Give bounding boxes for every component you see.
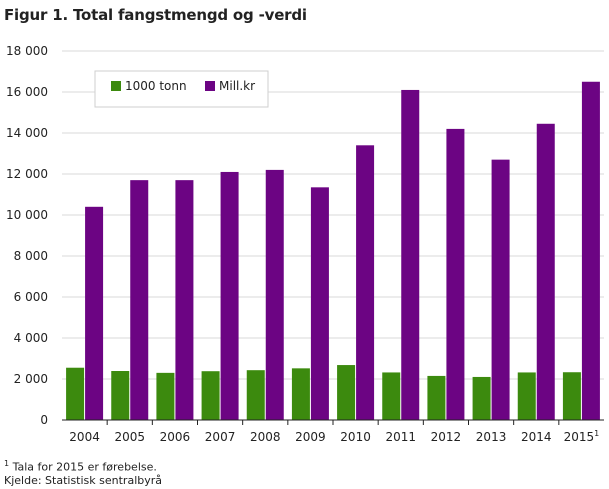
bar-1000-tonn-2009 [291,368,310,420]
bar-mill-kr-2012 [446,128,465,420]
legend-swatch-1000-tonn [111,81,121,91]
x-tick-label-2012: 2012 [431,430,462,444]
x-axis-ticks: 2004 2005 2006 2007 2008 2009 2010 2011 2012 2013… [69,420,599,444]
y-tick-label: 12 000 [6,167,48,181]
footnote-preliminary: 1 Tala for 2015 er førebelse. [4,459,157,474]
bar-mill-kr-2006 [175,180,194,420]
bar-mill-kr-2004 [85,206,104,420]
footnote-source: Kjelde: Statistisk sentralbyrå [4,474,163,487]
bar-1000-tonn-2012 [427,375,446,420]
bar-1000-tonn-2004 [66,367,85,420]
footnote-text: Tala for 2015 er førebelse. [9,460,157,474]
legend-label-1000-tonn: 1000 tonn [125,79,187,93]
bar-1000-tonn-2005 [111,371,130,420]
x-tick-label-2010: 2010 [340,430,371,444]
bar-mill-kr-2009 [310,187,329,420]
bar-1000-tonn-2007 [201,371,220,420]
x-tick-label-2011: 2011 [385,430,416,444]
bar-1000-tonn-2013 [472,376,491,420]
y-tick-label: 8 000 [14,249,48,263]
bar-mill-kr-2010 [356,145,375,421]
y-tick-label: 2 000 [14,372,48,386]
x-tick-label-2015: 20151 [564,429,600,444]
y-tick-label: 18 000 [6,44,48,58]
y-tick-label: 16 000 [6,85,48,99]
bar-mill-kr-2005 [130,180,149,420]
y-tick-label: 14 000 [6,126,48,140]
legend-box [94,70,269,108]
bars [66,81,600,421]
bar-mill-kr-2013 [491,159,510,420]
x-tick-label-2013: 2013 [476,430,507,444]
gridlines [62,50,604,380]
y-tick-label: 10 000 [6,208,48,222]
bar-1000-tonn-2010 [337,365,356,420]
legend: 1000 tonn Mill.kr [94,70,269,108]
bar-1000-tonn-2006 [156,372,175,420]
y-tick-label: 4 000 [14,331,48,345]
bar-mill-kr-2008 [265,169,284,420]
x-tick-label-2004: 2004 [69,430,100,444]
bar-1000-tonn-2008 [246,370,265,420]
x-tick-superscript: 1 [594,429,599,438]
bar-mill-kr-2014 [536,123,555,421]
x-tick-label-2008: 2008 [250,430,281,444]
y-tick-label: 6 000 [14,290,48,304]
bar-1000-tonn-2014 [517,372,536,420]
chart-title: Figur 1. Total fangstmengd og -verdi [4,6,307,24]
bar-mill-kr-2011 [401,89,420,420]
legend-swatch-mill-kr [205,81,215,91]
bar-mill-kr-2007 [220,171,239,420]
bar-mill-kr-2015 [581,81,600,420]
bar-1000-tonn-2015 [562,372,581,420]
x-tick-label-2014: 2014 [521,430,552,444]
x-tick-label-2009: 2009 [295,430,326,444]
x-tick-label-2006: 2006 [160,430,191,444]
footnote-marker: 1 [4,459,10,468]
legend-label-mill-kr: Mill.kr [219,79,255,93]
y-axis-ticks: 0 2 000 4 000 6 000 8 000 10 000 12 000 14 000 1… [6,44,48,427]
y-tick-label: 0 [40,413,48,427]
x-tick-label-2007: 2007 [205,430,236,444]
x-tick-label-2005: 2005 [114,430,145,444]
bar-1000-tonn-2011 [382,372,401,420]
